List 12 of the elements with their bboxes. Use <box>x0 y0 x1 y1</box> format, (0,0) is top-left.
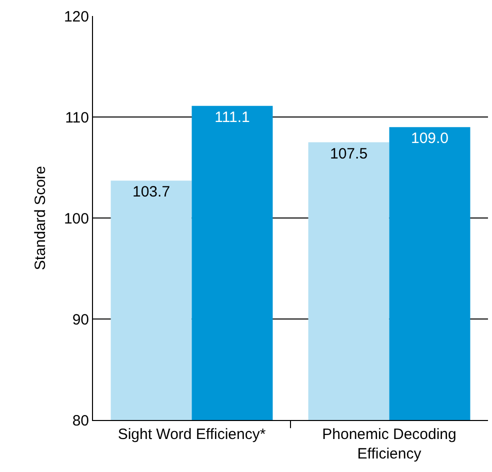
y-tick-label: 90 <box>72 311 89 328</box>
y-tick-label: 110 <box>65 109 89 126</box>
data-label: 111.1 <box>214 108 250 126</box>
data-label: 107.5 <box>330 145 368 162</box>
y-tick-label: 120 <box>64 8 89 26</box>
y-axis-title: Standard Score <box>32 166 50 270</box>
y-tick-label: 100 <box>64 210 89 228</box>
x-tick-label: Phonemic Decoding Efficiency <box>322 426 456 462</box>
x-tick-label: Sight Word Efficiency* <box>118 426 266 443</box>
y-tick-label: 80 <box>72 412 89 430</box>
data-label: 103.7 <box>132 184 170 201</box>
data-label: 109.0 <box>410 130 449 148</box>
